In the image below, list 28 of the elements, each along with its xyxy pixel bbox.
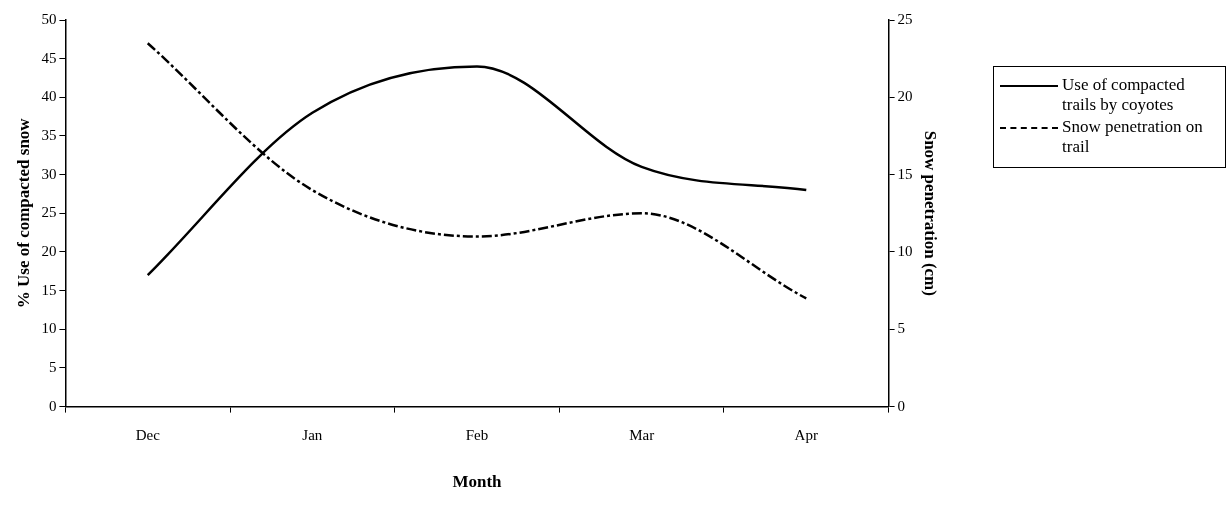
y2-tick-label: 15 xyxy=(897,165,913,182)
x-tick-label: Mar xyxy=(629,426,655,443)
legend-label: Use of compacted trails by coyotes xyxy=(1062,75,1186,115)
x-tick-label: Apr xyxy=(794,426,818,443)
x-tick-label: Feb xyxy=(465,426,489,443)
y-tick-label: 35 xyxy=(41,126,57,143)
line-series xyxy=(146,41,808,300)
y-tick-label: 5 xyxy=(48,358,57,375)
y-tick-label: 10 xyxy=(41,320,57,337)
legend-label: Snow penetration on trail xyxy=(1062,117,1204,157)
y-tick-label: 25 xyxy=(41,204,57,221)
x-tick-label: Jan xyxy=(302,426,323,443)
y-tick-label: 15 xyxy=(41,281,57,298)
y-tick-label: 40 xyxy=(41,88,57,105)
y-tick-label: 20 xyxy=(41,242,57,259)
y2-tick-label: 10 xyxy=(897,242,913,259)
y2-tick-label: 20 xyxy=(897,88,913,105)
y2-tick-label: 25 xyxy=(897,10,913,27)
y2-tick-label: 5 xyxy=(897,320,906,337)
y-tick-label: 50 xyxy=(41,10,57,27)
y-tick-label: 30 xyxy=(41,165,57,182)
y-tick-label: 0 xyxy=(48,397,57,414)
x-axis-title: Month xyxy=(452,472,503,492)
x-tick-label: Dec xyxy=(135,426,161,443)
y-axis-title: % Use of compacted snow xyxy=(13,117,33,309)
y2-axis-title: Snow penetration (cm) xyxy=(921,130,941,296)
y-tick-label: 45 xyxy=(41,49,57,66)
y2-tick-label: 0 xyxy=(897,397,906,414)
